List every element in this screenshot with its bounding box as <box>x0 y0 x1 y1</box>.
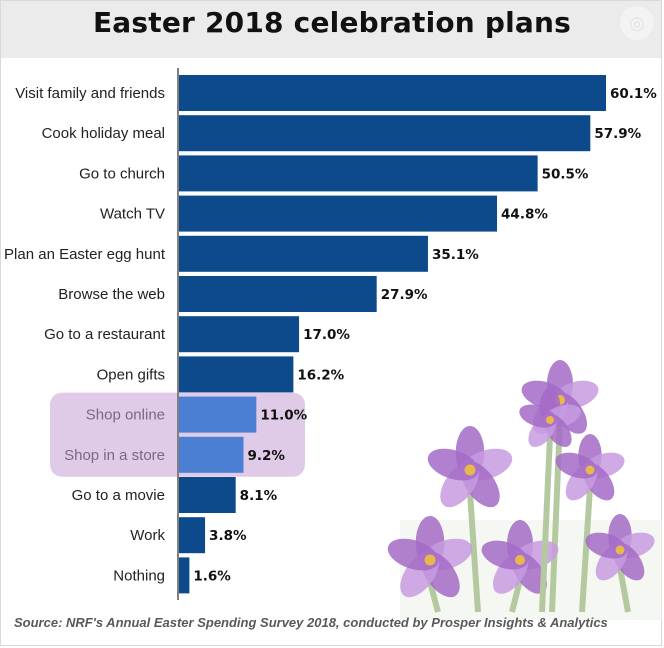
flower-center <box>585 465 595 475</box>
bar-browse-the-web <box>178 276 377 312</box>
category-label-cook-holiday-meal: Cook holiday meal <box>42 125 165 142</box>
value-label-browse-the-web: 27.9% <box>381 287 428 303</box>
flower-center <box>546 416 554 424</box>
value-label-go-to-church: 50.5% <box>542 166 589 182</box>
category-label-open-gifts: Open gifts <box>97 366 165 383</box>
flower-stem <box>509 579 523 613</box>
crocus-flowers-illustration <box>387 360 662 620</box>
bar-visit-family-and-friends <box>178 75 606 111</box>
title-band <box>1 1 661 58</box>
category-label-go-to-a-restaurant: Go to a restaurant <box>44 326 166 343</box>
value-label-watch-tv: 44.8% <box>501 207 548 223</box>
bar-go-to-a-movie <box>178 477 236 513</box>
value-label-plan-an-easter-egg-hunt: 35.1% <box>432 247 479 263</box>
chart-title: Easter 2018 celebration plans <box>92 6 572 39</box>
category-label-go-to-a-movie: Go to a movie <box>72 487 165 504</box>
value-label-shop-in-a-store: 9.2% <box>248 448 286 464</box>
bar-open-gifts <box>178 356 294 393</box>
category-label-browse-the-web: Browse the web <box>58 286 165 303</box>
bar-work <box>178 517 206 554</box>
value-label-shop-online: 11.0% <box>260 408 307 424</box>
bar-shop-in-a-store <box>178 436 244 473</box>
bars-group <box>178 75 606 594</box>
flower-center <box>424 554 436 566</box>
bar-go-to-church <box>178 155 538 192</box>
flower-stem <box>539 435 553 613</box>
category-label-work: Work <box>130 527 165 544</box>
value-label-visit-family-and-friends: 60.1% <box>610 86 657 102</box>
bar-go-to-a-restaurant <box>178 316 300 353</box>
bar-cook-holiday-meal <box>178 115 591 152</box>
flower-stem <box>549 419 563 613</box>
flower-stem <box>579 487 593 613</box>
bar-shop-online <box>178 396 257 433</box>
category-labels: Visit family and friends Cook holiday mea… <box>4 85 166 584</box>
flower-center <box>615 545 625 555</box>
value-label-go-to-a-restaurant: 17.0% <box>303 327 350 343</box>
flower-stem <box>617 567 631 613</box>
value-label-go-to-a-movie: 8.1% <box>240 488 278 504</box>
category-label-nothing: Nothing <box>113 567 165 584</box>
value-labels: 60.1% 57.9% 50.5% 44.8% 35.1% 27.9% 17.0% 16.2%… <box>193 86 657 584</box>
category-label-plan-an-easter-egg-hunt: Plan an Easter egg hunt <box>4 246 166 263</box>
value-label-nothing: 1.6% <box>193 568 231 584</box>
source-note: Source: NRF's Annual Easter Spending Sur… <box>14 615 608 630</box>
bar-nothing <box>178 557 190 594</box>
category-label-shop-in-a-store: Shop in a store <box>64 447 165 464</box>
category-label-go-to-church: Go to church <box>79 165 165 182</box>
value-label-open-gifts: 16.2% <box>297 367 344 383</box>
value-label-cook-holiday-meal: 57.9% <box>594 126 641 142</box>
flower-center <box>464 464 476 476</box>
category-label-visit-family-and-friends: Visit family and friends <box>15 85 165 102</box>
bar-watch-tv <box>178 195 498 232</box>
circle-watermark-icon: ◎ <box>620 6 654 40</box>
bar-plan-an-easter-egg-hunt <box>178 235 428 272</box>
category-label-watch-tv: Watch TV <box>100 206 165 223</box>
category-label-shop-online: Shop online <box>86 407 165 424</box>
flower-stem <box>427 581 441 613</box>
flower-center <box>515 555 525 565</box>
flower-stem <box>467 491 481 613</box>
value-label-work: 3.8% <box>209 528 247 544</box>
